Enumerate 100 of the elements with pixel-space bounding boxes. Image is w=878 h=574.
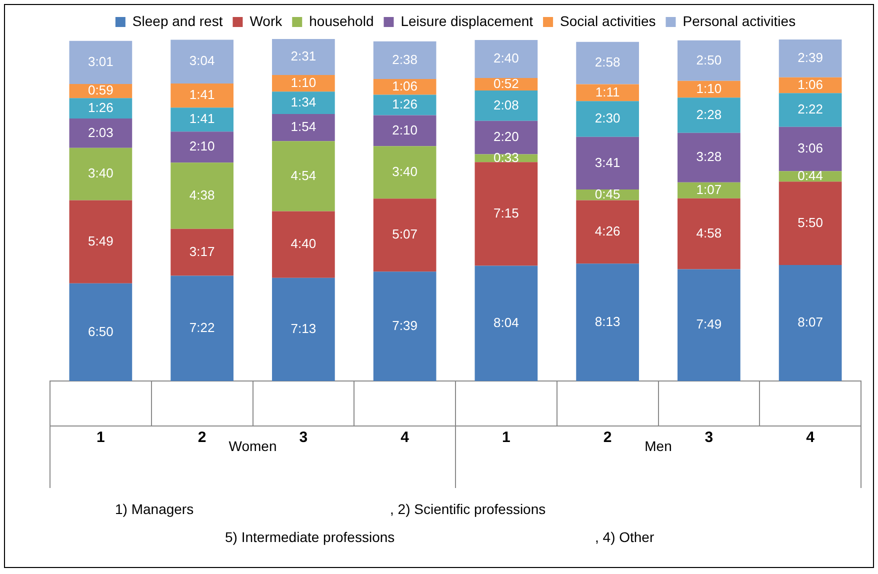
data-label: 8:07 [798,314,823,330]
data-label: 1:10 [290,74,316,90]
bar [373,115,436,146]
bar [272,141,335,212]
data-label: 7:15 [494,206,519,221]
data-label: 8:04 [494,314,519,330]
x-tick-label: 4 [806,429,816,446]
bar [373,272,436,381]
bar [678,269,740,381]
text: , 4) Other [595,529,654,545]
bar [69,40,132,84]
bar [576,101,639,137]
data-label: 2:40 [494,50,519,66]
bar [170,108,234,132]
data-label: 1:11 [595,84,620,100]
bar [576,200,639,264]
data-label: 2:10 [189,138,215,154]
bar [576,84,639,102]
bar [170,40,234,84]
data-label: 4:38 [189,187,215,202]
x-tick-label: 4 [400,429,410,446]
data-label: 5:07 [392,226,418,242]
bar [678,198,740,270]
data-label: 4:26 [594,223,620,238]
data-label: 6:50 [88,324,114,339]
legend-label: Personal activities [682,12,796,29]
text: Women [228,438,277,454]
x-tick-label: 3 [299,429,308,446]
bar [69,200,132,284]
bar [272,211,335,278]
data-label: 2:50 [696,52,722,68]
bar [678,132,740,182]
data-label: 7:22 [189,320,215,335]
bar [272,114,335,142]
data-label: 0:59 [88,82,114,98]
x-tick-label: 3 [704,429,714,446]
data-label: 7:49 [696,316,722,332]
data-label: 2:38 [392,52,418,67]
data-label: 1:06 [798,76,823,92]
data-label: 1:41 [189,111,215,126]
data-label: 3:40 [88,166,114,181]
bar [170,84,234,108]
data-label: 1:41 [189,87,215,102]
x-tick-label: 1 [96,429,105,446]
data-label: 3:01 [88,54,114,70]
bar [69,283,132,381]
bar [170,228,234,276]
bar [778,126,842,172]
legend-label: Social activities [560,12,656,29]
data-label: 1:10 [696,80,722,96]
data-label: 8:13 [594,314,620,329]
legend-label: Leisure displacement [400,12,534,29]
text: , 2) Scientific professions [390,501,546,517]
data-label: 2:20 [494,129,519,144]
data-label: 0:52 [494,76,519,91]
data-label: 1:26 [392,96,418,112]
bar [474,266,538,381]
data-label: 5:50 [798,214,823,230]
bar [69,98,132,119]
data-label: 2:31 [290,48,316,64]
data-label: 1:06 [392,78,418,94]
data-label: 1:07 [696,182,722,197]
data-label: 0:45 [594,186,620,202]
text: Men [644,438,672,454]
data-label: 1:34 [290,94,316,110]
bar [778,93,842,127]
x-tick-label: 2 [198,429,206,446]
data-label: 2:28 [696,106,722,122]
legend-label: Work [250,12,284,29]
data-label: 4:54 [290,168,316,183]
bar [373,198,436,272]
data-label: 2:22 [798,102,823,117]
bar [576,136,639,190]
bar [678,182,740,198]
bar [678,80,740,98]
data-label: 3:17 [189,244,215,259]
bar [778,265,842,381]
bar [373,41,436,80]
text: 1) Managers [115,501,194,517]
x-tick-label: 2 [603,429,612,446]
bar [474,40,538,78]
bar [576,42,639,84]
bar [170,276,234,381]
data-label: 3:28 [696,149,722,164]
bar [678,98,740,133]
legend-label: Sleep and rest [132,12,223,29]
data-label: 2:08 [494,97,519,112]
data-label: 2:58 [594,54,620,70]
bar [474,90,538,121]
bar [69,148,132,200]
bar [678,40,740,81]
bar [373,146,436,199]
bar [69,118,132,148]
text: 5) Intermediate professions [225,529,395,545]
bar [272,92,335,114]
bar [373,94,436,116]
data-label: 3:41 [594,154,620,170]
data-label: 4:40 [290,236,316,252]
data-label: 1:54 [290,119,316,134]
data-label: 4:58 [696,225,722,240]
